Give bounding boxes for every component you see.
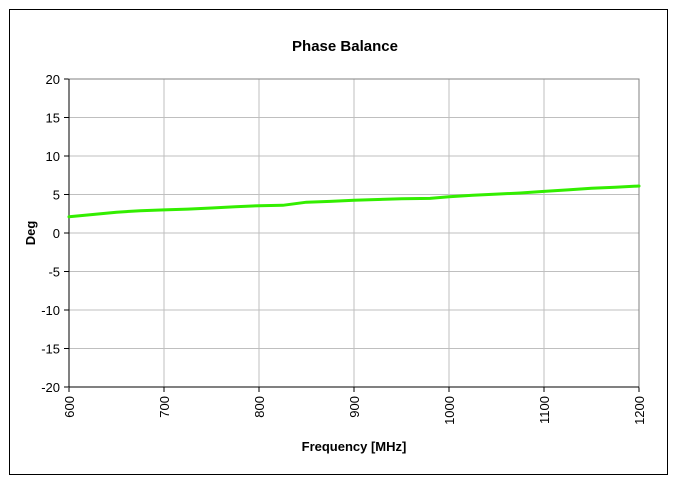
chart-svg: Phase Balance -20 -15 -10 -5 0 5 10 15 20 600 700 8… [23,38,647,454]
y-tick-label: 0 [53,226,60,241]
y-tick-label: -15 [41,342,60,357]
x-tick-label: 700 [157,396,172,418]
series-layer [67,184,641,219]
x-axis-title: Frequency [MHz] [302,439,407,454]
y-tick-label: -5 [48,265,60,280]
y-tick-label: 5 [53,188,60,203]
y-tick-label: 20 [46,72,60,87]
y-tick-label: 15 [46,111,60,126]
y-tick-label: -20 [41,380,60,395]
series-line-0 [67,184,641,219]
y-axis-title: Deg [23,221,38,246]
chart-frame: Phase Balance -20 -15 -10 -5 0 5 10 15 20 600 700 8… [9,9,668,475]
x-tick-label: 1200 [632,396,647,425]
x-tick-label: 900 [347,396,362,418]
x-tick-label: 1100 [537,396,552,424]
y-tick-label: 10 [46,149,60,164]
y-tick-label: -10 [41,303,60,318]
axis-layer: -20 -15 -10 -5 0 5 10 15 20 600 700 800 900 1000 1100 1… [41,72,647,425]
x-tick-label: 1000 [442,396,457,425]
chart-title: Phase Balance [292,38,398,55]
x-tick-label: 600 [62,396,77,418]
x-tick-label: 800 [252,396,267,418]
